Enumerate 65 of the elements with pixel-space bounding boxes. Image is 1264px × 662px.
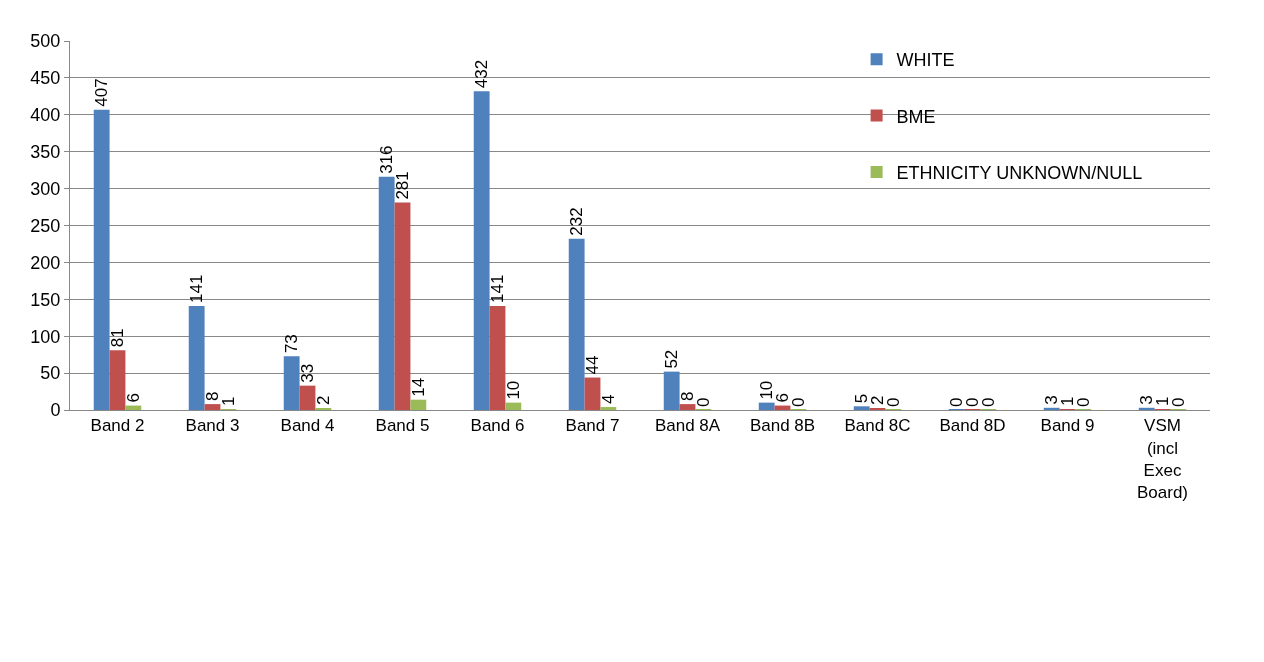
bar: [568, 238, 585, 410]
bar: [378, 176, 395, 410]
data-label: 33: [298, 363, 317, 383]
x-tick-label: Band 8B: [749, 416, 816, 436]
bar: [1043, 407, 1060, 410]
data-label: 141: [187, 274, 207, 303]
bar: [299, 385, 316, 410]
x-tick-label: Band 8C: [844, 416, 911, 436]
x-tick-label: Band 5: [375, 416, 430, 436]
y-tick-label: 450: [30, 68, 61, 89]
data-label: 281: [393, 171, 412, 200]
bar: [473, 91, 490, 410]
data-label: 232: [567, 207, 587, 236]
y-tick-label: 200: [30, 252, 61, 273]
x-tick-label: Band 4: [280, 416, 335, 436]
data-label: 10: [503, 380, 523, 400]
bar: [109, 350, 126, 410]
bar: [505, 402, 522, 410]
bar: [758, 402, 775, 410]
data-label: 432: [472, 59, 492, 89]
bar: [394, 202, 411, 410]
data-label: 316: [377, 145, 397, 174]
data-label: 81: [108, 328, 127, 348]
y-tick-label: 300: [30, 178, 61, 199]
data-label: 407: [92, 78, 112, 107]
x-tick-label: Band 7: [565, 416, 620, 436]
bar: [679, 404, 696, 410]
bar: [663, 371, 680, 410]
x-tick-label: Band 3: [185, 416, 240, 436]
bar: [853, 406, 870, 410]
y-tick-label: 400: [30, 105, 61, 126]
bar: [600, 407, 617, 410]
bar: [204, 404, 221, 410]
legend-label: BME: [896, 106, 936, 127]
bar: [93, 109, 110, 410]
x-tick-label: Band 8D: [939, 416, 1006, 436]
data-label: 4: [598, 394, 618, 405]
y-tick-label: 50: [40, 363, 61, 384]
x-tick-label: Band 6: [470, 416, 525, 436]
legend-label: ETHNICITY UNKNOWN/NULL: [896, 163, 1143, 184]
x-tick-label: Band 2: [90, 416, 145, 436]
bar: [125, 405, 142, 410]
y-tick-label: 150: [30, 289, 61, 310]
y-tick-label: 0: [50, 400, 61, 421]
bar: [1138, 407, 1155, 410]
y-tick-label: 250: [30, 215, 61, 236]
data-label: 2: [313, 395, 333, 405]
bar: [188, 305, 205, 410]
bar: [410, 399, 427, 410]
data-label: 44: [583, 355, 602, 375]
x-tick-label: Band 9: [1040, 416, 1095, 436]
x-tick-label: Band 8A: [654, 416, 721, 436]
bar: [489, 305, 506, 410]
data-label: 14: [408, 377, 428, 397]
y-tick-label: 100: [30, 326, 61, 347]
data-label: 141: [488, 274, 507, 303]
data-label: 52: [662, 349, 682, 369]
legend-label: WHITE: [896, 50, 955, 71]
bar: [584, 377, 601, 410]
x-tick-label: VSM (incl Exec Board): [1136, 416, 1189, 502]
data-label: 6: [123, 393, 143, 403]
y-tick-label: 350: [30, 142, 61, 162]
data-label: 73: [282, 334, 302, 354]
y-tick-label: 500: [30, 31, 61, 52]
bar: [283, 356, 300, 410]
